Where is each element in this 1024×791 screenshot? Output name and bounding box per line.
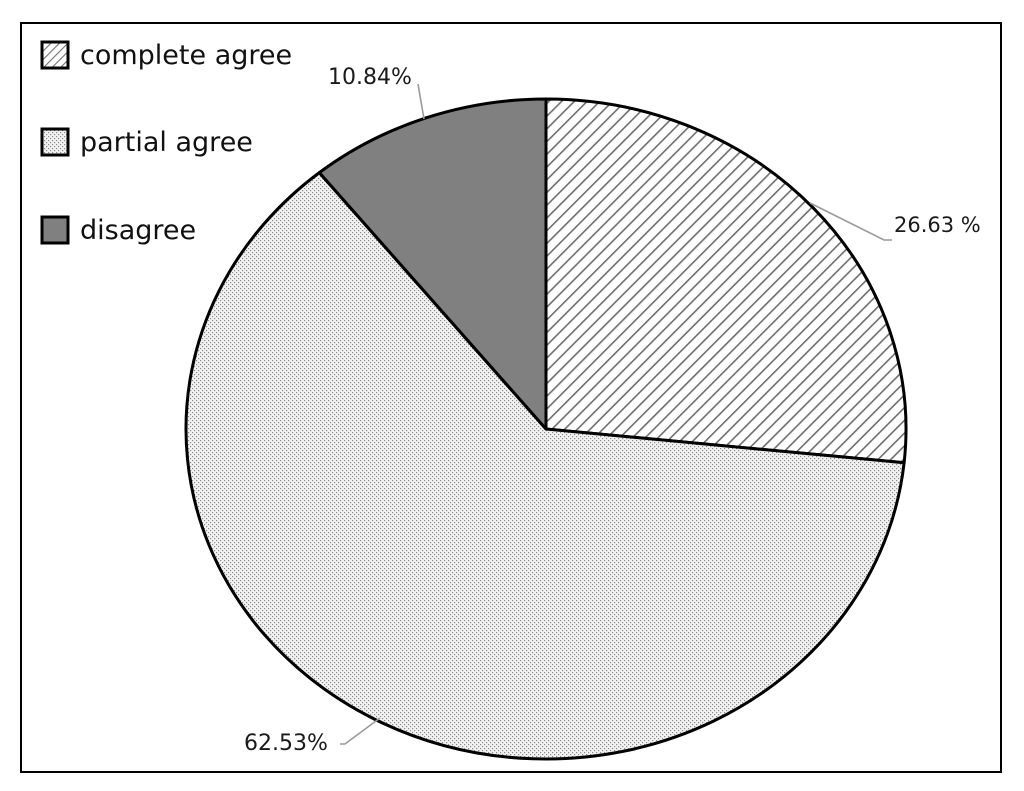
legend-item-complete-agree: complete agree [40, 40, 292, 71]
leader-lines [340, 83, 892, 745]
data-labels: 26.63 % 62.53% 10.84% [244, 65, 981, 756]
legend-swatch-disagree [40, 215, 70, 245]
leader-line-disagree [417, 83, 425, 120]
slice-complete-agree [544, 97, 908, 465]
leader-line-partial-agree [340, 717, 381, 745]
legend-label-complete-agree: complete agree [80, 40, 292, 71]
legend-item-disagree: disagree [40, 215, 196, 246]
legend: complete agree partial agree disagree [40, 40, 292, 246]
leader-line-complete-agree [809, 202, 892, 241]
data-label-partial-agree: 62.53% [244, 731, 328, 756]
legend-swatch-partial-agree [40, 127, 70, 157]
legend-item-partial-agree: partial agree [40, 127, 253, 158]
data-label-disagree: 10.84% [328, 65, 412, 90]
data-label-complete-agree: 26.63 % [894, 213, 981, 237]
pie-slices [184, 97, 908, 761]
slice-partial-agree [184, 171, 906, 761]
legend-label-disagree: disagree [80, 215, 196, 246]
legend-label-partial-agree: partial agree [80, 127, 253, 158]
slice-disagree [317, 97, 548, 431]
legend-swatch-complete-agree [40, 40, 70, 70]
